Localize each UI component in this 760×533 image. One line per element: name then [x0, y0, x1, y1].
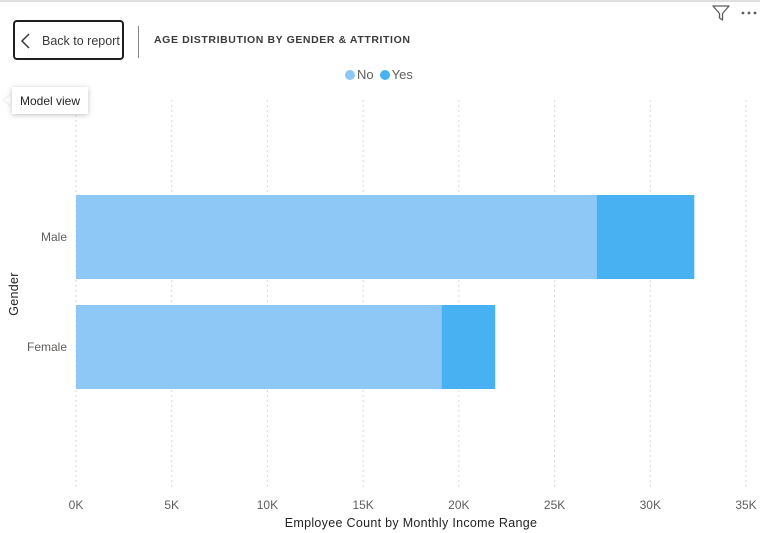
x-tick-label-7: 35K: [735, 498, 756, 512]
x-tick-label-1: 5K: [164, 498, 179, 512]
more-options-icon[interactable]: [740, 4, 758, 22]
model-view-tooltip: Model view: [12, 87, 88, 114]
header-divider: [138, 26, 139, 58]
chevron-left-icon: [20, 33, 30, 49]
filter-icon[interactable]: [711, 4, 731, 22]
x-tick-label-2: 10K: [257, 498, 278, 512]
visual-title: AGE DISTRIBUTION BY GENDER & ATTRITION: [154, 34, 411, 46]
bar-female-no[interactable]: [76, 305, 442, 389]
top-border: [0, 0, 760, 2]
x-tick-label-4: 20K: [448, 498, 469, 512]
legend-dot-yes: [379, 69, 390, 80]
back-to-report-button[interactable]: Back to report: [13, 20, 124, 60]
legend-label-yes: Yes: [391, 67, 413, 82]
x-tick-label-5: 25K: [544, 498, 565, 512]
x-tick-label-6: 30K: [640, 498, 661, 512]
legend-label-no: No: [357, 67, 374, 82]
back-button-label: Back to report: [42, 34, 120, 48]
x-tick-label-0: 0K: [69, 498, 84, 512]
bar-female-yes[interactable]: [441, 305, 496, 389]
tooltip-arrow: [4, 94, 12, 106]
bar-male-yes[interactable]: [596, 195, 695, 279]
x-tick-label-3: 15K: [352, 498, 373, 512]
legend-item-yes[interactable]: Yes: [379, 67, 413, 82]
legend-dot-no: [345, 69, 355, 80]
y-axis-title: Gender: [7, 272, 21, 316]
bar-male-no[interactable]: [76, 195, 597, 279]
y-tick-label-male: Male: [41, 230, 67, 244]
legend-item-no[interactable]: No: [345, 67, 374, 82]
x-axis-title: Employee Count by Monthly Income Range: [285, 516, 538, 530]
y-tick-label-female: Female: [27, 340, 67, 354]
chart-legend: No Yes: [345, 67, 419, 82]
